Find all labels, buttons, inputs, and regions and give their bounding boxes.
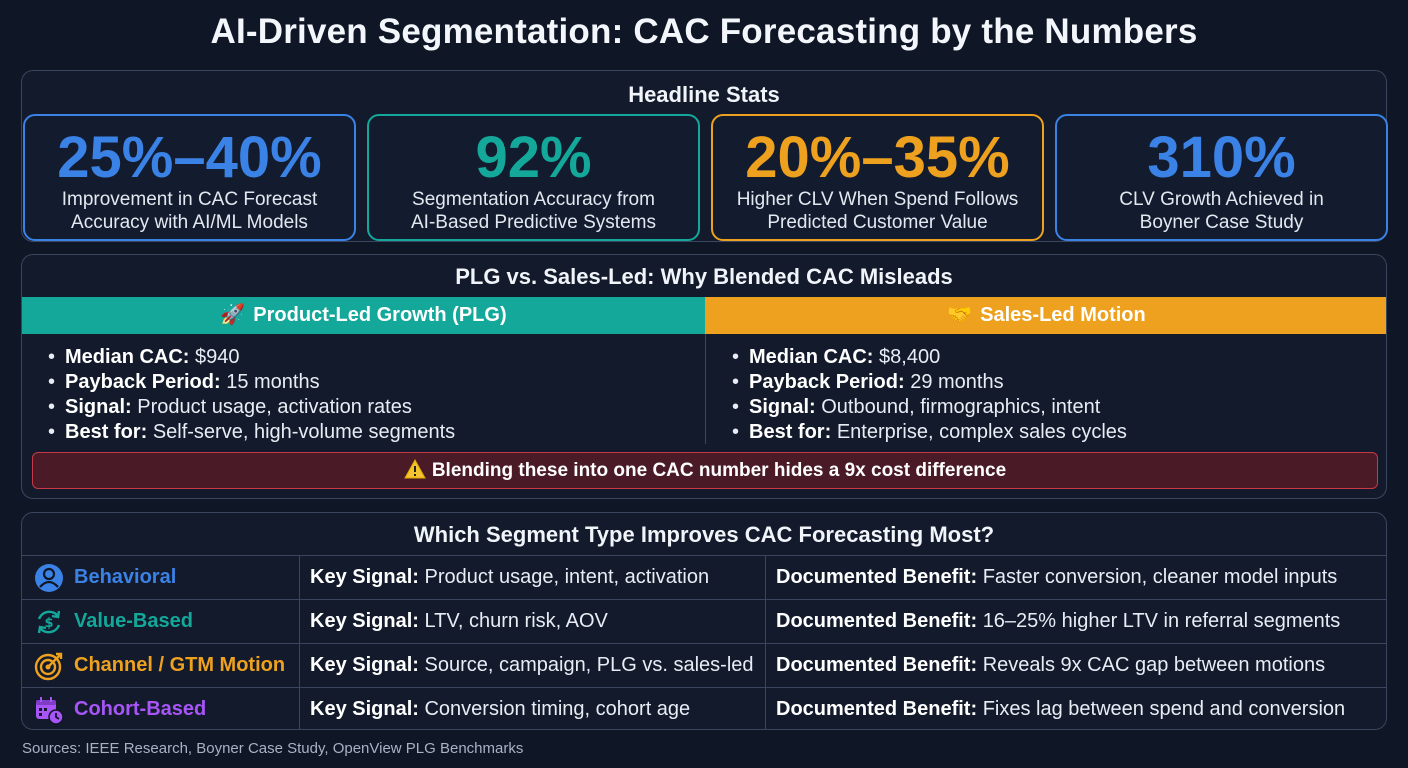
svg-text:$: $ [44,616,53,631]
sales-heading: Sales-Led Motion [980,304,1146,326]
stat-value: 25%–40% [57,125,322,190]
stat-desc-line: Segmentation Accuracy from [412,189,655,210]
page-title: AI-Driven Segmentation: CAC Forecasting … [210,12,1198,51]
table-row: $ Value-Based Key Signal: LTV, churn ris… [22,599,1386,643]
stat-card-segmentation-accuracy: 92% Segmentation Accuracy from AI-Based … [367,114,700,241]
warning-text: Blending these into one CAC number hides… [431,460,1007,481]
warning-icon [403,453,426,488]
sales-column-header: 🤝 Sales-Led Motion [705,297,1386,334]
table-row: Channel / GTM Motion Key Signal: Source,… [22,643,1386,687]
stat-desc-line: Improvement in CAC Forecast [61,189,318,210]
target-icon [34,652,63,681]
segment-name: $ Value-Based [22,600,299,643]
stat-desc-line: Boyner Case Study [1139,212,1304,233]
user-icon [35,564,63,592]
segment-name-text: Cohort-Based [74,698,207,720]
stat-card-clv-growth: 310% CLV Growth Achieved in Boyner Case … [1055,114,1388,241]
segment-type-panel: Which Segment Type Improves CAC Forecast… [21,512,1387,730]
list-item: Median CAC: $940 [48,345,455,370]
segment-name-text: Behavioral [74,566,177,588]
table-row: Behavioral Key Signal: Product usage, in… [22,555,1386,599]
benefit-cell: Documented Benefit: Faster conversion, c… [765,556,1386,599]
stat-card-higher-clv: 20%–35% Higher CLV When Spend Follows Pr… [711,114,1044,241]
key-signal-cell: Key Signal: LTV, churn risk, AOV [299,600,765,643]
list-item: Best for: Self-serve, high-volume segmen… [48,420,455,445]
list-item: Payback Period: 15 months [48,370,455,395]
column-divider [705,334,706,444]
stat-description: Higher CLV When Spend Follows Predicted … [723,188,1032,234]
stat-value: 310% [1147,125,1296,190]
plg-heading: Product-Led Growth (PLG) [253,304,507,326]
comparison-title: PLG vs. Sales-Led: Why Blended CAC Misle… [455,264,953,289]
stat-desc-line: Predicted Customer Value [767,212,988,233]
benefit-cell: Documented Benefit: Reveals 9x CAC gap b… [765,644,1386,687]
plg-column-header: 🚀 Product-Led Growth (PLG) [22,297,705,334]
dollar-cycle-icon: $ [37,610,61,634]
segment-name-text: Channel / GTM Motion [74,654,286,676]
key-signal-cell: Key Signal: Product usage, intent, activ… [299,556,765,599]
headline-stats-title: Headline Stats [628,82,780,107]
stat-description: CLV Growth Achieved in Boyner Case Study [1067,188,1376,234]
stat-description: Segmentation Accuracy from AI-Based Pred… [379,188,688,234]
stat-description: Improvement in CAC Forecast Accuracy wit… [35,188,344,234]
stat-desc-line: Accuracy with AI/ML Models [71,212,308,233]
sales-bullet-list: Median CAC: $8,400 Payback Period: 29 mo… [732,345,1127,445]
sources-footnote: Sources: IEEE Research, Boyner Case Stud… [22,740,524,757]
list-item: Best for: Enterprise, complex sales cycl… [732,420,1127,445]
table-row: Cohort-Based Key Signal: Conversion timi… [22,687,1386,729]
stat-desc-line: CLV Growth Achieved in [1119,189,1324,210]
stat-value: 92% [475,125,592,190]
segment-name: Channel / GTM Motion [22,644,299,687]
list-item: Median CAC: $8,400 [732,345,1127,370]
key-signal-cell: Key Signal: Conversion timing, cohort ag… [299,688,765,729]
benefit-cell: Documented Benefit: 16–25% higher LTV in… [765,600,1386,643]
plg-vs-sales-panel: PLG vs. Sales-Led: Why Blended CAC Misle… [21,254,1387,499]
warning-banner: Blending these into one CAC number hides… [32,452,1378,489]
list-item: Signal: Product usage, activation rates [48,395,455,420]
benefit-cell: Documented Benefit: Fixes lag between sp… [765,688,1386,729]
stat-desc-line: Higher CLV When Spend Follows [736,189,1019,210]
segments-title: Which Segment Type Improves CAC Forecast… [413,522,995,547]
list-item: Payback Period: 29 months [732,370,1127,395]
headline-stats-panel: Headline Stats 25%–40% Improvement in CA… [21,70,1388,242]
segment-name-text: Value-Based [74,610,193,632]
stat-value: 20%–35% [745,125,1010,190]
list-item: Signal: Outbound, firmographics, intent [732,395,1127,420]
handshake-icon: 🤝 [947,304,973,326]
rocket-icon: 🚀 [220,304,246,326]
stat-desc-line: AI-Based Predictive Systems [411,212,656,233]
stat-card-forecast-accuracy: 25%–40% Improvement in CAC Forecast Accu… [23,114,356,241]
segment-name: Cohort-Based [22,688,299,729]
calendar-clock-icon [36,697,64,725]
plg-bullet-list: Median CAC: $940 Payback Period: 15 mont… [48,345,455,445]
key-signal-cell: Key Signal: Source, campaign, PLG vs. sa… [299,644,765,687]
segment-name: Behavioral [22,556,299,599]
